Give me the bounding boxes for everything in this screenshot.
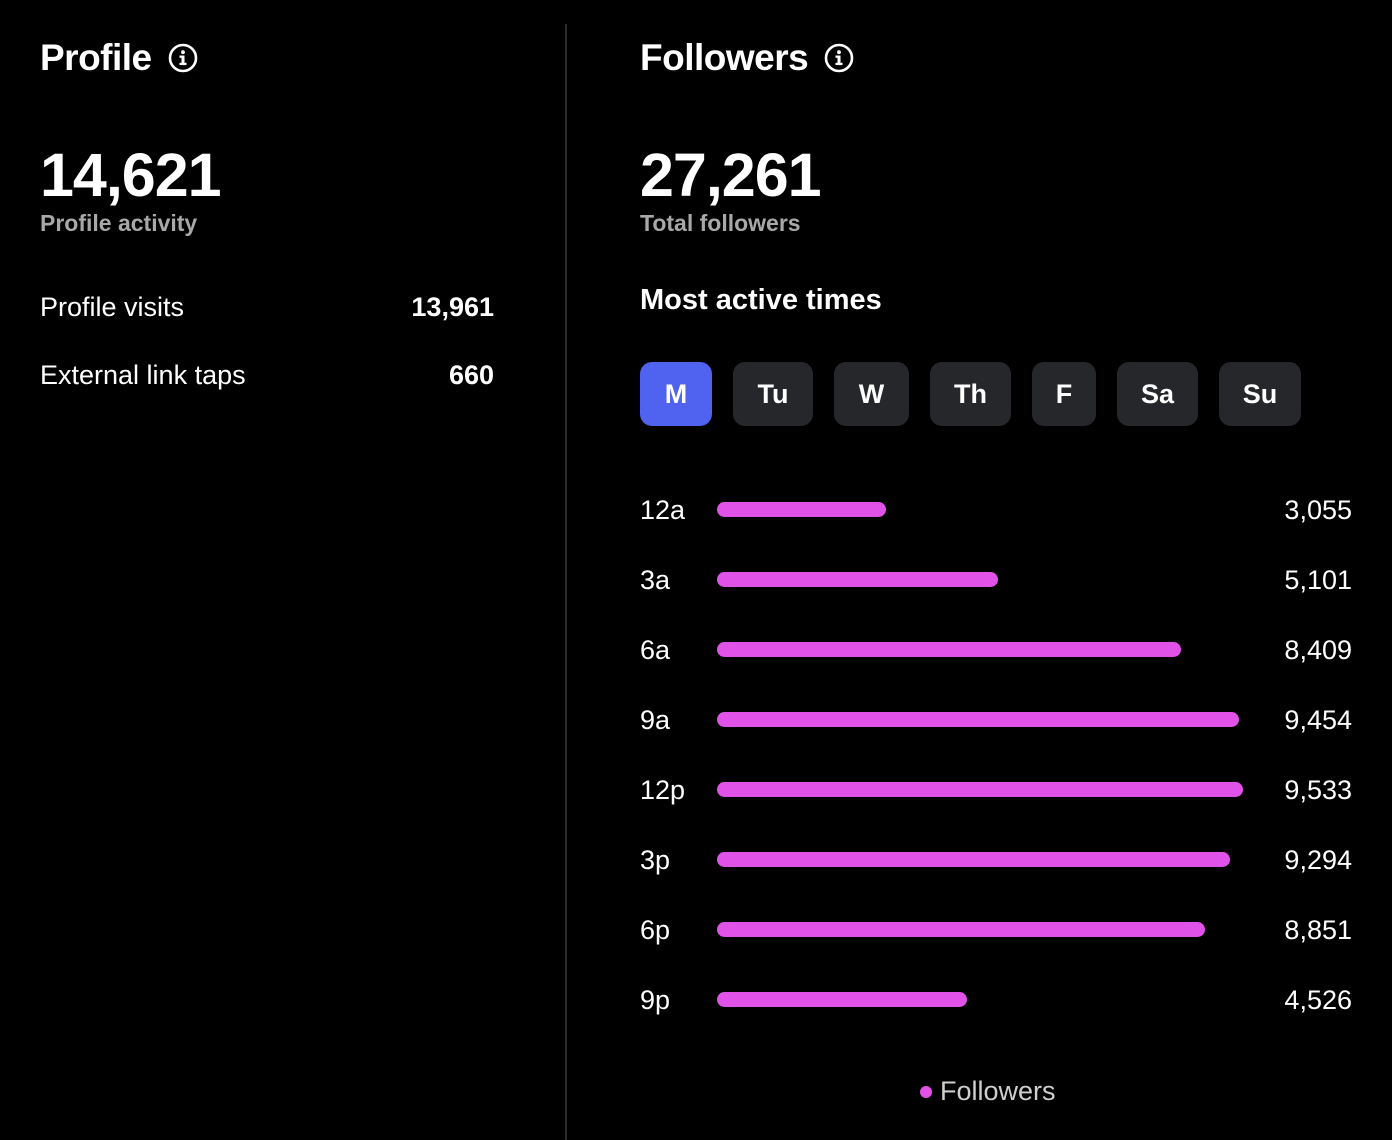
legend-dot xyxy=(920,1085,932,1098)
profile-header: Profile xyxy=(40,34,198,82)
panel-divider xyxy=(565,24,567,1140)
day-tab-sa[interactable]: Sa xyxy=(1117,362,1198,426)
chart-row: 6p 8,851 xyxy=(640,910,1352,950)
follower-count: 3,055 xyxy=(1284,495,1352,525)
follower-count: 4,526 xyxy=(1284,985,1352,1015)
follower-bar xyxy=(717,502,886,517)
chart-row: 12p 9,533 xyxy=(640,770,1352,810)
hour-label: 6p xyxy=(640,915,671,945)
info-circle-icon[interactable] xyxy=(168,43,198,73)
total-followers-caption: Total followers xyxy=(640,210,801,236)
follower-count: 8,851 xyxy=(1284,915,1352,945)
day-tab-tu[interactable]: Tu xyxy=(733,362,813,426)
most-active-times-title: Most active times xyxy=(640,284,882,316)
follower-count: 5,101 xyxy=(1284,565,1352,595)
day-tab-su[interactable]: Su xyxy=(1219,362,1301,426)
legend-label: Followers xyxy=(940,1076,1056,1106)
day-tab-m[interactable]: M xyxy=(640,362,712,426)
chart-row: 12a 3,055 xyxy=(640,490,1352,530)
day-tab-f[interactable]: F xyxy=(1032,362,1096,426)
follower-bar xyxy=(717,642,1181,657)
hour-label: 12a xyxy=(640,495,686,525)
followers-title: Followers xyxy=(640,37,809,78)
followers-panel: Followers 27,261 Total followers Most ac… xyxy=(640,0,1352,1140)
hour-label: 3p xyxy=(640,845,671,875)
stat-row-profile-visits: Profile visits 13,961 xyxy=(40,287,494,327)
follower-bar xyxy=(717,712,1239,727)
chart-row: 9a 9,454 xyxy=(640,700,1352,740)
profile-activity-caption: Profile activity xyxy=(40,210,198,236)
hour-label: 6a xyxy=(640,635,671,665)
hour-label: 12p xyxy=(640,775,686,805)
follower-bar xyxy=(717,572,998,587)
chart-row: 3a 5,101 xyxy=(640,560,1352,600)
follower-bar xyxy=(717,852,1230,867)
follower-bar xyxy=(717,922,1205,937)
chart-legend: Followers xyxy=(920,1076,1056,1107)
chart-row: 9p 4,526 xyxy=(640,980,1352,1020)
stat-row-external-link-taps: External link taps 660 xyxy=(40,355,494,395)
chart-row: 3p 9,294 xyxy=(640,840,1352,880)
follower-count: 9,533 xyxy=(1284,775,1352,805)
total-followers-value: 27,261 xyxy=(640,141,822,209)
stat-label: Profile visits xyxy=(40,291,185,322)
hour-label: 3a xyxy=(640,565,671,595)
day-tab-th[interactable]: Th xyxy=(930,362,1011,426)
followers-header: Followers xyxy=(640,34,854,82)
follower-bar xyxy=(717,992,967,1007)
profile-panel: Profile 14,621 Profile activity Profile … xyxy=(40,0,494,1140)
follower-count: 9,294 xyxy=(1284,845,1352,875)
stat-label: External link taps xyxy=(40,359,246,390)
chart-row: 6a 8,409 xyxy=(640,630,1352,670)
follower-count: 8,409 xyxy=(1284,635,1352,665)
hour-label: 9p xyxy=(640,985,671,1015)
follower-count: 9,454 xyxy=(1284,705,1352,735)
day-tab-w[interactable]: W xyxy=(834,362,909,426)
hour-label: 9a xyxy=(640,705,671,735)
profile-activity-total: 14,621 xyxy=(40,141,222,209)
info-circle-icon[interactable] xyxy=(824,43,854,73)
stat-value: 660 xyxy=(448,359,494,390)
stat-value: 13,961 xyxy=(411,291,494,322)
profile-title: Profile xyxy=(40,37,152,78)
follower-bar xyxy=(717,782,1243,797)
